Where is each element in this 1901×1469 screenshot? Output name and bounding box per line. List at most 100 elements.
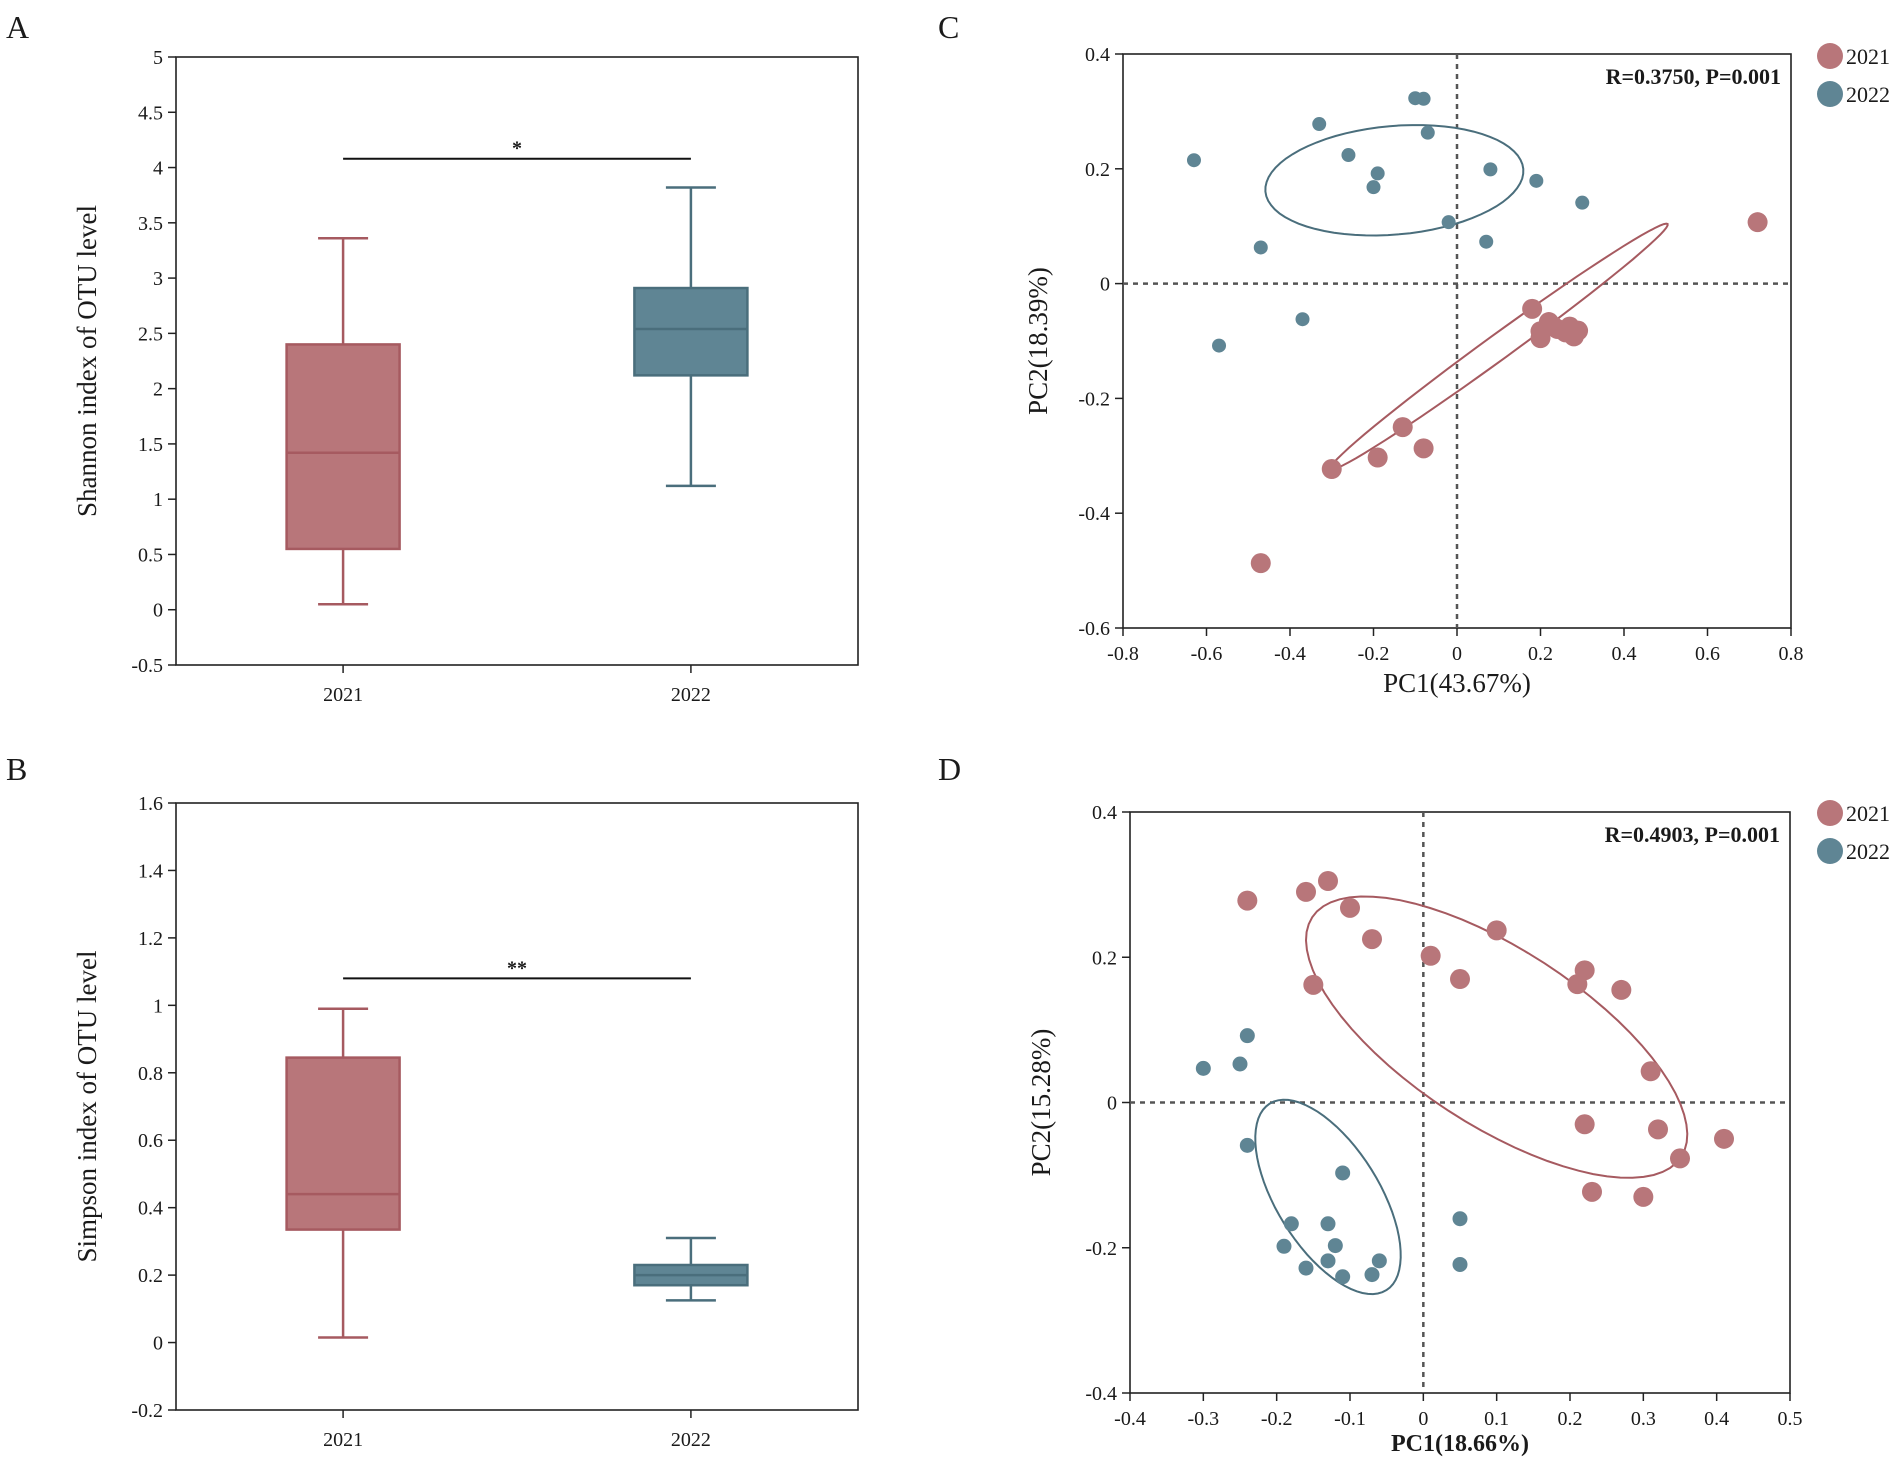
y-tick-label: 1.5 bbox=[138, 434, 163, 456]
data-point bbox=[1633, 1186, 1654, 1207]
x-tick-label: -0.4 bbox=[1274, 643, 1306, 665]
pcoa-plot-d: -0.4 -0.3 -0.2 -0.1 0 0.1 0.2 0.3 0.4 0.5 -0.4 -0.2… bbox=[1026, 800, 1890, 1457]
stats-annotation: R=0.3750, P=0.001 bbox=[1606, 64, 1781, 89]
y-tick-label: 1.2 bbox=[138, 928, 163, 950]
data-point bbox=[1486, 920, 1507, 941]
plot-frame bbox=[175, 802, 859, 1411]
data-point bbox=[1416, 91, 1431, 106]
data-point bbox=[1340, 897, 1360, 918]
data-point bbox=[1320, 1216, 1336, 1232]
y-tick-label: 0 bbox=[1100, 274, 1110, 296]
x-tick-label: 2022 bbox=[671, 684, 711, 706]
data-point bbox=[1327, 1238, 1343, 1254]
y-tick-label: 0.4 bbox=[1092, 802, 1117, 824]
y-tick-label: -0.5 bbox=[131, 655, 163, 677]
y-tick-label: -0.2 bbox=[1085, 1238, 1117, 1260]
data-point bbox=[1479, 234, 1494, 249]
data-point bbox=[1186, 153, 1201, 168]
data-point bbox=[1582, 1181, 1602, 1202]
data-point bbox=[1452, 1211, 1468, 1227]
x-tick-label: 0 bbox=[1418, 1408, 1428, 1430]
data-point bbox=[1530, 328, 1551, 349]
y-tick-label: 4.5 bbox=[138, 102, 163, 124]
significance-label: * bbox=[512, 138, 522, 160]
y-axis-title: PC2(18.39%) bbox=[1023, 267, 1053, 415]
legend-marker-2021 bbox=[1817, 43, 1843, 69]
x-tick-label: 2021 bbox=[323, 684, 363, 706]
data-point bbox=[1239, 1137, 1255, 1153]
y-axis-title: Shannon index of OTU level bbox=[72, 205, 102, 517]
x-tick-label: 0.6 bbox=[1695, 643, 1720, 665]
data-point bbox=[1341, 148, 1356, 163]
plot-frame bbox=[175, 56, 859, 666]
data-point bbox=[1232, 1056, 1248, 1072]
box-2022 bbox=[633, 186, 749, 488]
data-point bbox=[1611, 979, 1632, 1000]
data-point bbox=[1298, 1260, 1314, 1276]
confidence-ellipse-2022 bbox=[1264, 124, 1525, 237]
y-tick-label: 2.5 bbox=[138, 323, 163, 345]
y-tick-label: 1.4 bbox=[138, 860, 163, 882]
y-tick-label: 0.8 bbox=[138, 1063, 163, 1085]
pcoa-plot-c: -0.8 -0.6 -0.4 -0.2 0 0.2 0.4 0.6 0.8 -0.6 -0.4 -0.… bbox=[1023, 43, 1890, 698]
confidence-ellipse-2021 bbox=[1328, 222, 1669, 471]
confidence-ellipse-2022 bbox=[1254, 1098, 1402, 1296]
data-point bbox=[1670, 1148, 1690, 1169]
legend: 2021 2022 bbox=[1817, 800, 1890, 864]
y-tick-label: 0.4 bbox=[1085, 44, 1110, 66]
data-point bbox=[1371, 1253, 1387, 1269]
data-point bbox=[1420, 125, 1435, 140]
y-tick-label: 3.5 bbox=[138, 213, 163, 235]
data-point bbox=[1283, 1216, 1299, 1232]
x-tick-label: 2021 bbox=[323, 1429, 363, 1451]
legend-marker-2022 bbox=[1817, 838, 1843, 864]
data-point bbox=[1239, 1028, 1255, 1044]
y-tick-label: 0.2 bbox=[138, 1265, 163, 1287]
x-tick-label: -0.1 bbox=[1334, 1408, 1366, 1430]
boxplot-simpson: -0.2 0 0.2 0.4 0.6 0.8 1 1.2 1.4 1.6 2021 2022 ** Sim… bbox=[72, 793, 859, 1451]
data-point bbox=[1648, 1119, 1668, 1140]
x-axis-title: PC1(18.66%) bbox=[1391, 1431, 1529, 1457]
data-point bbox=[1522, 298, 1543, 319]
y-tick-label: 5 bbox=[153, 47, 163, 69]
box-2022 bbox=[633, 1236, 749, 1302]
data-point bbox=[1364, 1267, 1380, 1283]
data-point bbox=[1250, 553, 1271, 574]
y-tick-label: 0.2 bbox=[1092, 947, 1117, 969]
data-point bbox=[1335, 1269, 1351, 1285]
x-tick-label: -0.6 bbox=[1191, 643, 1223, 665]
y-axis-title: PC2(15.28%) bbox=[1026, 1029, 1056, 1177]
data-point bbox=[1296, 881, 1316, 902]
x-tick-label: -0.8 bbox=[1107, 643, 1139, 665]
box-2021 bbox=[285, 237, 401, 606]
x-tick-label: 0.2 bbox=[1558, 1408, 1583, 1430]
data-point bbox=[1413, 438, 1434, 459]
data-point bbox=[1543, 316, 1564, 337]
x-tick-label: 0 bbox=[1452, 643, 1462, 665]
data-point bbox=[1441, 215, 1456, 230]
data-point bbox=[1420, 945, 1441, 966]
y-tick-label: 4 bbox=[153, 158, 163, 180]
data-point bbox=[1714, 1128, 1734, 1149]
y-tick-label: 2 bbox=[153, 379, 163, 401]
data-point bbox=[1575, 195, 1590, 210]
legend-marker-2021 bbox=[1817, 800, 1843, 826]
legend-marker-2022 bbox=[1817, 81, 1843, 107]
y-tick-label: 0.4 bbox=[138, 1198, 163, 1220]
data-point bbox=[1392, 417, 1413, 438]
box-iqr bbox=[285, 343, 401, 551]
x-tick-label: 0.5 bbox=[1778, 1408, 1803, 1430]
series-2021 bbox=[1250, 212, 1768, 574]
data-point bbox=[1212, 338, 1227, 353]
legend: 2021 2022 bbox=[1817, 43, 1890, 107]
series-2022 bbox=[1186, 91, 1590, 353]
y-tick-label: 0 bbox=[153, 1333, 163, 1355]
data-point bbox=[1370, 166, 1385, 181]
data-point bbox=[1253, 240, 1268, 255]
y-tick-label: 3 bbox=[153, 268, 163, 290]
series-2022 bbox=[1195, 1028, 1468, 1296]
x-tick-label: -0.3 bbox=[1187, 1408, 1219, 1430]
data-point bbox=[1747, 212, 1768, 233]
data-point bbox=[1367, 447, 1388, 468]
